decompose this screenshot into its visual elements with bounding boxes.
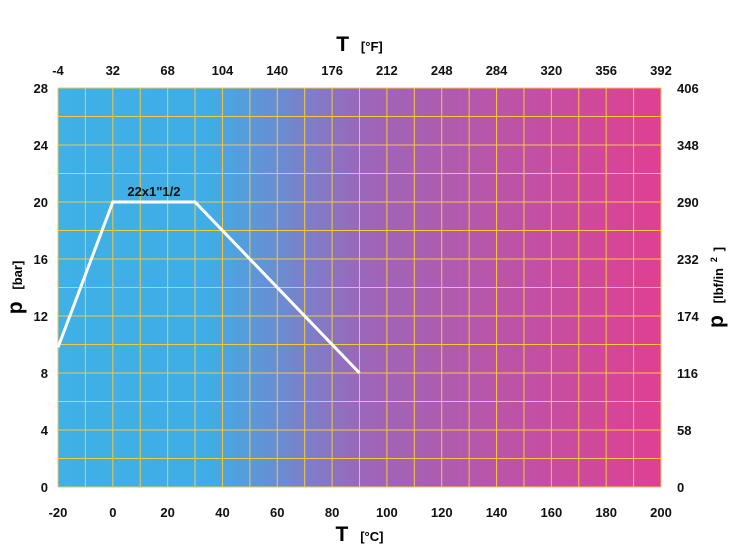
x-top-tick-label: 212 bbox=[376, 63, 398, 78]
series-label: 22x1"1/2 bbox=[127, 184, 180, 199]
x-bottom-tick-label: 160 bbox=[541, 505, 563, 520]
x-top-tick-label: 140 bbox=[266, 63, 288, 78]
tick-labels: -20 0 20 40 60 80 100 120 140 160 180 200-4 32 68 104 1… bbox=[34, 63, 700, 520]
x-top-tick-label: 356 bbox=[595, 63, 617, 78]
y-left-tick-label: 16 bbox=[34, 252, 48, 267]
x-top-tick-label: 68 bbox=[160, 63, 174, 78]
y-axis-left-title: p [bar] bbox=[4, 261, 27, 315]
y-right-tick-label: 232 bbox=[677, 252, 699, 267]
x-bottom-tick-label: 140 bbox=[486, 505, 508, 520]
y-left-tick-label: 4 bbox=[41, 423, 49, 438]
x-axis-bottom-unit: [°C] bbox=[360, 529, 383, 544]
x-axis-top-unit: [°F] bbox=[361, 39, 383, 54]
x-bottom-tick-label: 20 bbox=[160, 505, 174, 520]
x-bottom-tick-label: 100 bbox=[376, 505, 398, 520]
x-top-tick-label: 32 bbox=[106, 63, 120, 78]
y-axis-right-title: p [lbf/in 2 ] bbox=[699, 247, 728, 328]
data-series: 22x1"1/2 bbox=[56, 184, 361, 375]
x-bottom-tick-label: 0 bbox=[109, 505, 116, 520]
y-axis-right-unit: [lbf/in bbox=[711, 268, 726, 303]
y-right-tick-label: 0 bbox=[677, 480, 684, 495]
y-axis-right-symbol: p bbox=[705, 315, 728, 328]
series-line bbox=[56, 200, 361, 375]
x-bottom-tick-label: 200 bbox=[650, 505, 672, 520]
y-left-tick-label: 8 bbox=[41, 366, 48, 381]
x-bottom-tick-label: -20 bbox=[49, 505, 68, 520]
y-right-tick-label: 116 bbox=[677, 366, 698, 381]
y-right-tick-label: 174 bbox=[677, 309, 699, 324]
x-bottom-tick-label: 180 bbox=[595, 505, 617, 520]
y-right-tick-label: 58 bbox=[677, 423, 691, 438]
y-right-tick-label: 348 bbox=[677, 138, 699, 153]
x-bottom-tick-label: 80 bbox=[325, 505, 339, 520]
x-top-tick-label: 320 bbox=[541, 63, 563, 78]
y-right-tick-label: 406 bbox=[677, 81, 699, 96]
x-top-tick-label: 392 bbox=[650, 63, 672, 78]
x-top-tick-label: 284 bbox=[486, 63, 508, 78]
y-left-tick-label: 12 bbox=[34, 309, 48, 324]
x-axis-top-title: T [°F] bbox=[336, 33, 382, 56]
y-axis-left-symbol: p bbox=[4, 301, 27, 314]
y-axis-left-unit: [bar] bbox=[10, 261, 25, 290]
y-left-tick-label: 0 bbox=[41, 480, 48, 495]
y-axis-right-unit-close: ] bbox=[711, 247, 726, 251]
x-axis-bottom-symbol: T bbox=[336, 523, 349, 546]
y-left-tick-label: 24 bbox=[34, 138, 49, 153]
x-top-tick-label: 104 bbox=[212, 63, 234, 78]
x-bottom-tick-label: 40 bbox=[215, 505, 229, 520]
grid-lines bbox=[57, 87, 662, 488]
y-right-tick-label: 290 bbox=[677, 195, 699, 210]
y-left-tick-label: 20 bbox=[34, 195, 48, 210]
x-bottom-tick-label: 120 bbox=[431, 505, 453, 520]
y-axis-right-unit-sup: 2 bbox=[709, 257, 719, 262]
x-axis-bottom-title: T [°C] bbox=[336, 523, 384, 546]
x-bottom-tick-label: 60 bbox=[270, 505, 284, 520]
x-top-tick-label: -4 bbox=[52, 63, 64, 78]
x-top-tick-label: 176 bbox=[321, 63, 343, 78]
x-top-tick-label: 248 bbox=[431, 63, 453, 78]
x-axis-top-symbol: T bbox=[336, 33, 349, 56]
y-left-tick-label: 28 bbox=[34, 81, 48, 96]
